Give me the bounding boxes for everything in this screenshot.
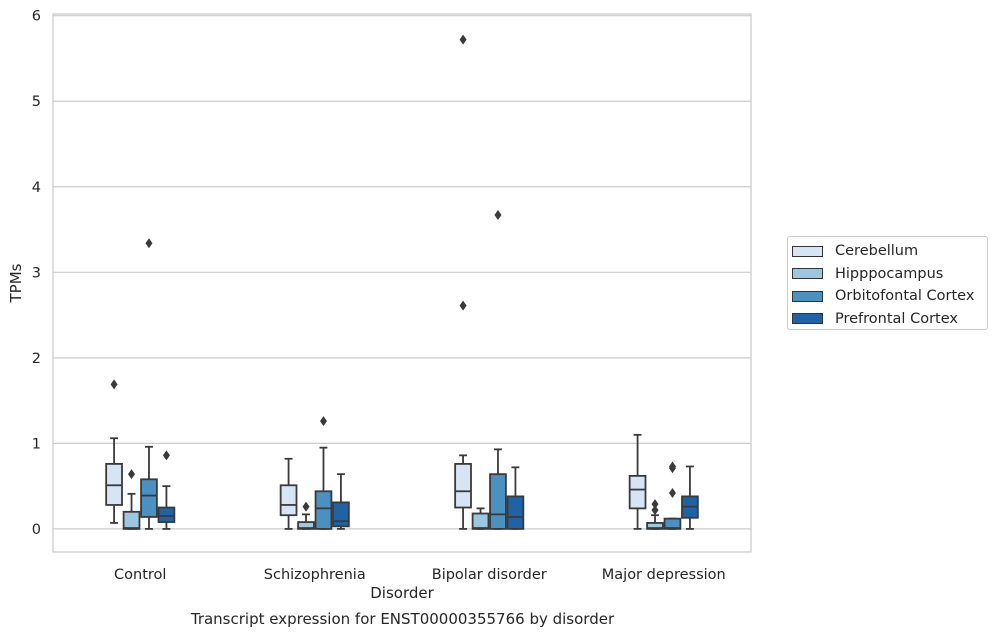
legend-item: Hipppocampus [788, 263, 987, 286]
outlier-point [651, 505, 659, 516]
outlier-point [319, 416, 327, 427]
legend-item: Orbitofontal Cortex [788, 285, 987, 308]
outlier-point [128, 469, 136, 480]
box [506, 495, 525, 530]
outlier-point [668, 487, 676, 498]
legend-label: Orbitofontal Cortex [835, 288, 975, 305]
y-tick-label: 2 [32, 351, 41, 367]
outlier-point [302, 501, 310, 512]
box [332, 501, 350, 528]
outlier-point [145, 238, 153, 249]
box-series-group [105, 34, 699, 530]
y-tick-label: 1 [32, 436, 41, 452]
series-prefrontal-cortex [157, 450, 699, 530]
chart-caption: Transcript expression for ENST0000035576… [190, 610, 615, 628]
y-tick-label: 4 [32, 180, 41, 196]
outlier-point [459, 34, 467, 45]
x-axis-title: Disorder [370, 584, 434, 602]
box [279, 484, 298, 517]
outlier-point [110, 379, 118, 390]
legend-swatch [792, 268, 823, 280]
outlier-point [651, 499, 659, 510]
legend: Cerebellum Hipppocampus Orbitofontal Corte… [787, 236, 988, 330]
series-hipppocampus [122, 469, 664, 530]
legend-swatch [792, 245, 823, 257]
legend-item: Cerebellum [788, 240, 987, 263]
legend-label: Prefrontal Cortex [835, 310, 958, 327]
box [454, 463, 472, 509]
y-axis-ticks: 0 1 2 3 4 5 6 [32, 9, 41, 538]
x-axis-ticks: Control Schizophrenia Bipolar disorder Majo… [114, 567, 726, 583]
box [122, 510, 141, 530]
outlier-point [459, 300, 467, 311]
y-tick-label: 5 [32, 94, 41, 110]
x-tick-label: Major depression [602, 567, 726, 583]
box [471, 512, 490, 530]
y-axis-title: TPMs [7, 263, 25, 303]
plot-frame [52, 13, 752, 553]
outlier-point [162, 450, 170, 461]
x-tick-label: Bipolar disorder [432, 567, 547, 583]
legend-swatch [792, 290, 823, 302]
box [628, 474, 647, 510]
plot-background [53, 14, 751, 552]
series-orbitofontal-cortex [140, 210, 682, 530]
y-tick-label: 3 [32, 265, 41, 281]
legend-swatch [792, 313, 823, 325]
y-tick-label: 0 [32, 522, 41, 538]
box [489, 473, 507, 530]
series-cerebellum [105, 34, 647, 530]
x-tick-label: Schizophrenia [264, 567, 366, 583]
legend-label: Hipppocampus [835, 265, 944, 282]
outlier-point [494, 210, 502, 221]
legend-item: Prefrontal Cortex [788, 308, 987, 331]
box [157, 506, 176, 523]
box [314, 490, 333, 530]
x-tick-label: Control [114, 567, 166, 583]
legend-label: Cerebellum [835, 243, 919, 260]
box [140, 478, 158, 518]
y-tick-label: 6 [32, 9, 41, 25]
outlier-point [668, 461, 676, 472]
